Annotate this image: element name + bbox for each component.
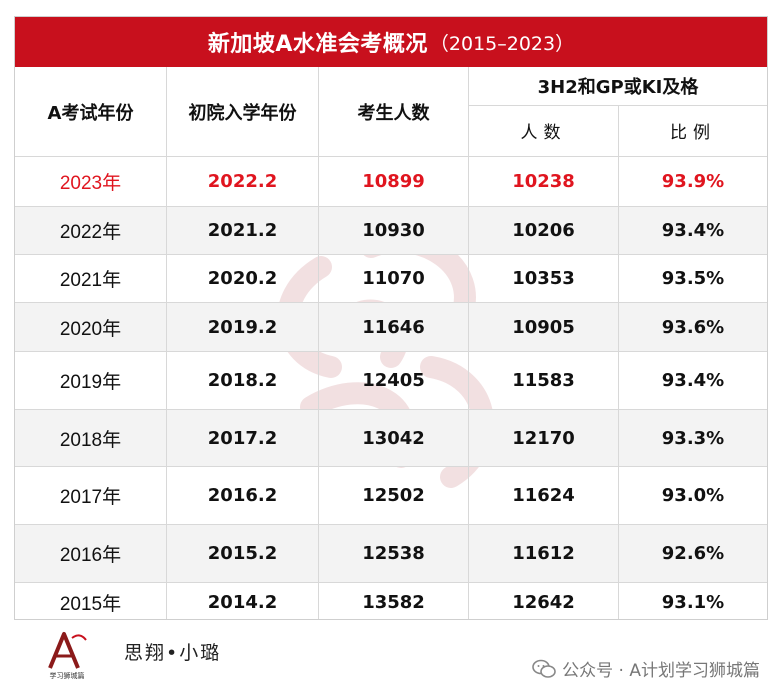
- cell-exam-year: 2023年: [15, 157, 167, 206]
- cell-pass-count: 10905: [469, 303, 619, 351]
- cell-candidates: 13042: [319, 410, 469, 466]
- cell-candidates: 10930: [319, 207, 469, 254]
- header-pass-rate: 比例: [670, 123, 716, 144]
- table-row: 2020年 2019.2 11646 10905 93.6%: [15, 303, 767, 352]
- cell-pass-count: 10206: [469, 207, 619, 254]
- wechat-label: 公众号 · A计划学习狮城篇: [562, 661, 760, 681]
- wechat-account[interactable]: 公众号 · A计划学习狮城篇: [532, 656, 760, 681]
- cell-pass-rate: 93.4%: [661, 220, 725, 241]
- table-row: 2023年 2022.2 10899 10238 93.9%: [15, 157, 767, 207]
- cell-pass-count: 10238: [469, 157, 619, 206]
- cell-pass-count: 10353: [469, 255, 619, 302]
- cell-entry-year: 2016.2: [167, 467, 319, 524]
- header-pass-subcolumns: 人数 比例: [469, 105, 767, 156]
- cell-pass-rate: 92.6%: [661, 543, 725, 564]
- cell-exam-year: 2022年: [15, 207, 167, 254]
- table-row: 2022年 2021.2 10930 10206 93.4%: [15, 207, 767, 255]
- wechat-icon: [532, 659, 556, 678]
- cell-pass-rate: 93.9%: [661, 171, 725, 192]
- table-row: 2016年 2015.2 12538 11612 92.6%: [15, 525, 767, 583]
- table-row: 2019年 2018.2 12405 11583 93.4%: [15, 352, 767, 410]
- cell-entry-year: 2021.2: [167, 207, 319, 254]
- cell-candidates: 13582: [319, 583, 469, 619]
- cell-entry-year: 2019.2: [167, 303, 319, 351]
- cell-candidates: 10899: [319, 157, 469, 206]
- cell-entry-year: 2022.2: [167, 157, 319, 206]
- cell-pass-rate: 93.5%: [661, 268, 725, 289]
- table-row: 2021年 2020.2 11070 10353 93.5%: [15, 255, 767, 303]
- cell-exam-year: 2019年: [15, 352, 167, 409]
- header-candidates: 考生人数: [319, 67, 469, 156]
- header-pass-count: 人数: [469, 105, 619, 156]
- cell-exam-year: 2015年: [15, 583, 167, 619]
- cell-pass-count: 11583: [469, 352, 619, 409]
- author-signature: 思翔•小璐: [124, 642, 222, 664]
- cell-pass-count: 11624: [469, 467, 619, 524]
- cell-candidates: 12538: [319, 525, 469, 582]
- brand-logo: 学习狮城篇: [48, 632, 87, 680]
- table-row: 2017年 2016.2 12502 11624 93.0%: [15, 467, 767, 525]
- header-entry-year: 初院入学年份: [167, 67, 319, 156]
- table-title-years: （2015–2023）: [429, 32, 575, 55]
- cell-pass-rate: 93.0%: [661, 485, 725, 506]
- cell-pass-rate: 93.6%: [661, 316, 725, 338]
- data-table-card: 新加坡A水准会考概况 （2015–2023） A考试年份 初院入学年份 考生人数…: [14, 16, 768, 620]
- cell-candidates: 12405: [319, 352, 469, 409]
- cell-candidates: 12502: [319, 467, 469, 524]
- cell-exam-year: 2021年: [15, 255, 167, 302]
- cell-pass-rate: 93.1%: [661, 591, 725, 613]
- table-row: 2018年 2017.2 13042 12170 93.3%: [15, 410, 767, 467]
- cell-exam-year: 2016年: [15, 525, 167, 582]
- cell-candidates: 11070: [319, 255, 469, 302]
- cell-pass-count: 12170: [469, 410, 619, 466]
- table-title: 新加坡A水准会考概况: [207, 32, 428, 57]
- cell-pass-rate: 93.4%: [661, 370, 725, 391]
- cell-exam-year: 2018年: [15, 410, 167, 466]
- cell-pass-rate: 93.3%: [661, 427, 725, 449]
- footer: 学习狮城篇 思翔•小璐 公众号 · A计划学习狮城篇: [14, 622, 768, 696]
- cell-entry-year: 2015.2: [167, 525, 319, 582]
- cell-candidates: 11646: [319, 303, 469, 351]
- header-pass-group: 3H2和GP或KI及格 人数 比例: [469, 67, 767, 156]
- cell-exam-year: 2020年: [15, 303, 167, 351]
- logo-text: 学习狮城篇: [50, 671, 85, 680]
- cell-entry-year: 2017.2: [167, 410, 319, 466]
- cell-pass-count: 12642: [469, 583, 619, 619]
- table-title-bar: 新加坡A水准会考概况 （2015–2023）: [15, 17, 767, 67]
- table-header-row: A考试年份 初院入学年份 考生人数 3H2和GP或KI及格 人数 比例: [15, 67, 767, 157]
- cell-entry-year: 2014.2: [167, 583, 319, 619]
- cell-entry-year: 2020.2: [167, 255, 319, 302]
- header-exam-year: A考试年份: [15, 67, 167, 156]
- cell-exam-year: 2017年: [15, 467, 167, 524]
- table-row: 2015年 2014.2 13582 12642 93.1%: [15, 583, 767, 619]
- cell-pass-count: 11612: [469, 525, 619, 582]
- header-pass-group-label: 3H2和GP或KI及格: [469, 67, 767, 106]
- cell-entry-year: 2018.2: [167, 352, 319, 409]
